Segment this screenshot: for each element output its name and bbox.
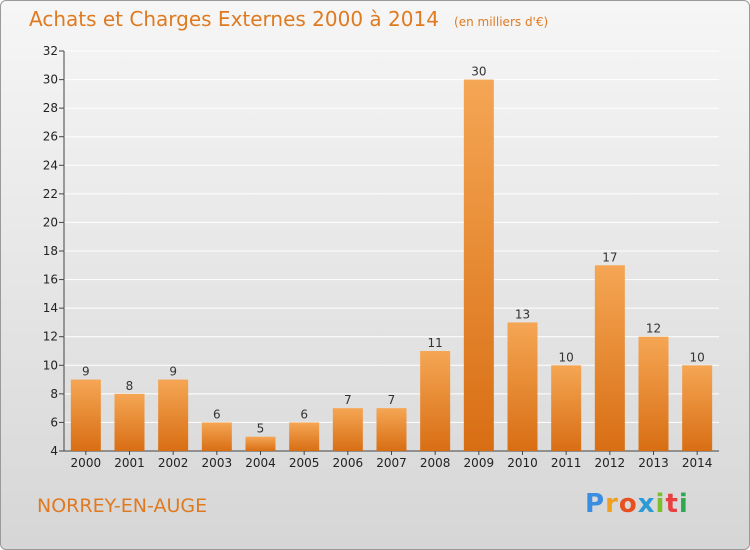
bar	[594, 265, 625, 451]
bar	[114, 393, 145, 451]
data-label: 13	[515, 307, 530, 321]
x-tick-label: 2001	[114, 456, 145, 470]
y-tick-label: 20	[43, 215, 58, 229]
proxiti-logo: Proxiti	[585, 489, 689, 519]
logo-letter: i	[678, 489, 689, 519]
y-tick-label: 30	[43, 73, 58, 87]
chart-subtitle: (en milliers d'€)	[454, 15, 549, 29]
y-tick-label: 4	[50, 444, 58, 458]
x-tick-label: 2000	[71, 456, 102, 470]
x-tick-label: 2006	[333, 456, 364, 470]
bar	[289, 422, 320, 451]
data-label: 17	[602, 250, 617, 264]
x-tick-label: 2013	[638, 456, 669, 470]
data-label: 11	[428, 336, 443, 350]
bar	[638, 336, 669, 451]
bar	[158, 379, 189, 451]
data-label: 6	[300, 407, 308, 421]
bar	[682, 365, 713, 451]
bar	[201, 422, 232, 451]
bar	[463, 79, 494, 452]
x-tick-label: 2014	[682, 456, 713, 470]
x-tick-label: 2007	[376, 456, 407, 470]
data-label: 10	[690, 350, 705, 364]
labels: 4 6 8 10 12 14 16 18 20 22 24 26 28 30 32 9 2000 8 2001 9 20…	[43, 44, 713, 470]
data-label: 7	[388, 393, 396, 407]
x-tick-label: 2002	[158, 456, 189, 470]
data-label: 5	[257, 422, 265, 436]
x-tick-label: 2012	[595, 456, 626, 470]
bar	[70, 379, 101, 451]
bar	[507, 322, 538, 451]
bar	[376, 408, 407, 451]
data-label: 12	[646, 322, 661, 336]
data-label: 8	[126, 379, 134, 393]
bar	[245, 436, 276, 451]
x-tick-label: 2011	[551, 456, 582, 470]
y-tick-label: 12	[43, 330, 58, 344]
bar	[332, 408, 363, 451]
x-tick-label: 2004	[245, 456, 276, 470]
y-tick-label: 14	[43, 301, 58, 315]
y-tick-label: 18	[43, 244, 58, 258]
y-tick-label: 22	[43, 187, 58, 201]
bars	[70, 79, 713, 452]
data-label: 7	[344, 393, 352, 407]
y-tick-label: 26	[43, 130, 58, 144]
chart-title: Achats et Charges Externes 2000 à 2014	[29, 7, 439, 31]
title-row: Achats et Charges Externes 2000 à 2014 (…	[29, 7, 548, 31]
logo-letter: x	[637, 489, 656, 519]
logo-letter: t	[665, 489, 679, 519]
y-tick-label: 6	[50, 415, 58, 429]
x-tick-label: 2005	[289, 456, 320, 470]
x-tick-label: 2009	[464, 456, 495, 470]
y-tick-label: 8	[50, 387, 58, 401]
bar	[551, 365, 582, 451]
y-tick-label: 24	[43, 158, 58, 172]
x-tick-label: 2003	[202, 456, 233, 470]
bar	[420, 351, 451, 451]
logo-letter: i	[655, 489, 666, 519]
y-tick-label: 28	[43, 101, 58, 115]
data-label: 9	[169, 365, 177, 379]
y-tick-label: 32	[43, 44, 58, 58]
x-tick-label: 2008	[420, 456, 451, 470]
data-label: 30	[471, 65, 486, 79]
y-tick-label: 10	[43, 358, 58, 372]
data-label: 10	[559, 350, 574, 364]
logo-letter: P	[585, 489, 606, 519]
y-tick-label: 16	[43, 273, 58, 287]
logo-letter: r	[605, 489, 619, 519]
data-label: 6	[213, 407, 221, 421]
logo-letter: o	[618, 489, 638, 519]
data-label: 9	[82, 365, 90, 379]
town-name: NORREY-EN-AUGE	[37, 495, 208, 517]
x-tick-label: 2010	[507, 456, 538, 470]
